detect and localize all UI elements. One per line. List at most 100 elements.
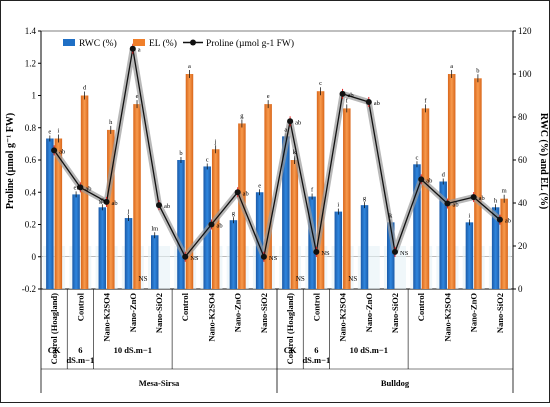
y-right-tick-label: 20: [518, 241, 528, 251]
y-left-tick-label: 0.4: [25, 187, 37, 197]
group-level-label: 10 dS.m−1: [350, 345, 388, 355]
proline-point: [470, 194, 477, 201]
y-axis-right-label: RWC (%) and EL (%): [538, 113, 549, 209]
rwc-bar: [98, 207, 107, 289]
proline-line: [53, 48, 501, 258]
rwc-bar: [72, 194, 80, 289]
rwc-bar: [46, 138, 54, 289]
y-axis-left-label: Proline (µmol g⁻¹ FW): [5, 113, 16, 209]
el-letter: e: [136, 93, 139, 100]
proline-letter: ab: [479, 195, 485, 202]
y-left-tick-label: 1: [32, 91, 37, 101]
el-bar: [185, 74, 194, 289]
el-bar: [133, 104, 141, 289]
legend-el-label: EL (%): [149, 38, 177, 49]
y-left-tick-label: 0.2: [25, 220, 36, 230]
legend-proline-label: Proline (µmol g-1 FW): [206, 38, 294, 49]
proline-point: [339, 90, 346, 97]
y-right-tick-label: 120: [518, 26, 532, 36]
rwc-letter: c: [206, 156, 209, 163]
lines-layer: [51, 43, 503, 262]
proline-point: [77, 184, 84, 191]
el-letter: m: [502, 188, 507, 195]
legend-rwc-swatch: [63, 39, 75, 46]
el-letter: d: [83, 85, 87, 92]
proline-point: [496, 216, 503, 223]
x-category-label: Nano-K2SO4: [102, 292, 112, 341]
rwc-letter: a: [284, 126, 287, 133]
proline-letter: ab: [164, 203, 170, 210]
el-letter: c: [319, 80, 322, 87]
proline-letter: a: [138, 47, 141, 54]
rwc-letter: k: [389, 212, 393, 219]
rwc-bar: [334, 211, 343, 289]
proline-letter: ab: [85, 185, 91, 192]
x-category-label: Nano-SiO2: [259, 293, 269, 333]
el-letter: b: [476, 67, 479, 74]
legend-el-swatch: [133, 39, 145, 46]
proline-point: [182, 253, 189, 260]
rwc-letter: i: [469, 212, 471, 219]
rwc-bar: [124, 218, 133, 289]
proline-point: [313, 248, 320, 255]
x-category-label: Nano-ZnO: [364, 293, 374, 333]
proline-point: [208, 221, 215, 228]
proline-point: [418, 176, 425, 183]
proline-point: [129, 45, 136, 52]
rwc-letter: e: [258, 182, 261, 189]
x-category-label: Control: [180, 292, 190, 321]
proline-letter: ab: [505, 218, 511, 225]
rwc-bar: [413, 164, 421, 289]
y-left-tick-label: 0.6: [25, 155, 37, 165]
el-bar: [107, 129, 115, 289]
rwc-bar: [282, 136, 290, 289]
el-letter: e: [267, 93, 270, 100]
rwc-bar: [177, 160, 185, 289]
x-category-label: Nano-K2SO4: [442, 292, 452, 341]
proline-point: [392, 248, 398, 255]
x-category-label: Nano-ZnO: [128, 293, 138, 333]
el-bar: [500, 198, 508, 289]
el-letter: f: [346, 97, 349, 104]
y-left-tick-label: 1.2: [25, 58, 36, 68]
proline-letter: ab: [426, 177, 432, 184]
group-level-label: dS.m−1: [66, 355, 94, 365]
proline-point: [103, 198, 110, 205]
y-left-tick-label: 1.4: [25, 26, 37, 36]
x-category-label: Control (Hoagland): [49, 293, 59, 365]
rwc-letter: i: [337, 202, 339, 209]
axes-layer: -0.2 0 0.2 0.4 0.6 0.8 1 1.2 1.4 0 20 40 60 80 100 120: [22, 26, 532, 393]
x-category-label: Nano-ZnO: [233, 293, 243, 333]
y-right-tick-label: 40: [518, 198, 528, 208]
y-right-tick-label: 100: [518, 69, 532, 79]
el-letter: h: [109, 119, 113, 126]
cultivar-label: Mesa-Sirsa: [139, 378, 180, 388]
group-level-label: CK: [48, 345, 61, 355]
proline-letter: ab: [452, 202, 458, 209]
proline-letter: ab: [295, 119, 301, 126]
rwc-bar: [151, 235, 159, 289]
cultivar-label: Bulldog: [381, 378, 410, 388]
rwc-bar: [360, 205, 369, 289]
group-level-label: 10 dS.m−1: [114, 345, 152, 355]
el-bar: [290, 160, 299, 289]
x-category-label: Control: [416, 292, 426, 321]
rwc-bar: [387, 222, 395, 289]
y-right-tick-label: 60: [518, 155, 528, 165]
rwc-letter: lm: [151, 225, 158, 232]
proline-point: [365, 98, 372, 105]
el-bar: [264, 104, 272, 289]
legend-rwc-label: RWC (%): [79, 38, 117, 49]
proline-point: [51, 147, 58, 154]
y-left-tick-label: 0.8: [25, 123, 37, 133]
rwc-bar: [465, 222, 474, 289]
rwc-letter: g: [232, 210, 236, 217]
proline-letter: ab: [348, 92, 354, 99]
rwc-bar: [491, 207, 500, 289]
el-bar: [447, 74, 456, 289]
x-category-label: Nano-K2SO4: [338, 292, 348, 341]
group-level-label: dS.m−1: [302, 355, 330, 365]
